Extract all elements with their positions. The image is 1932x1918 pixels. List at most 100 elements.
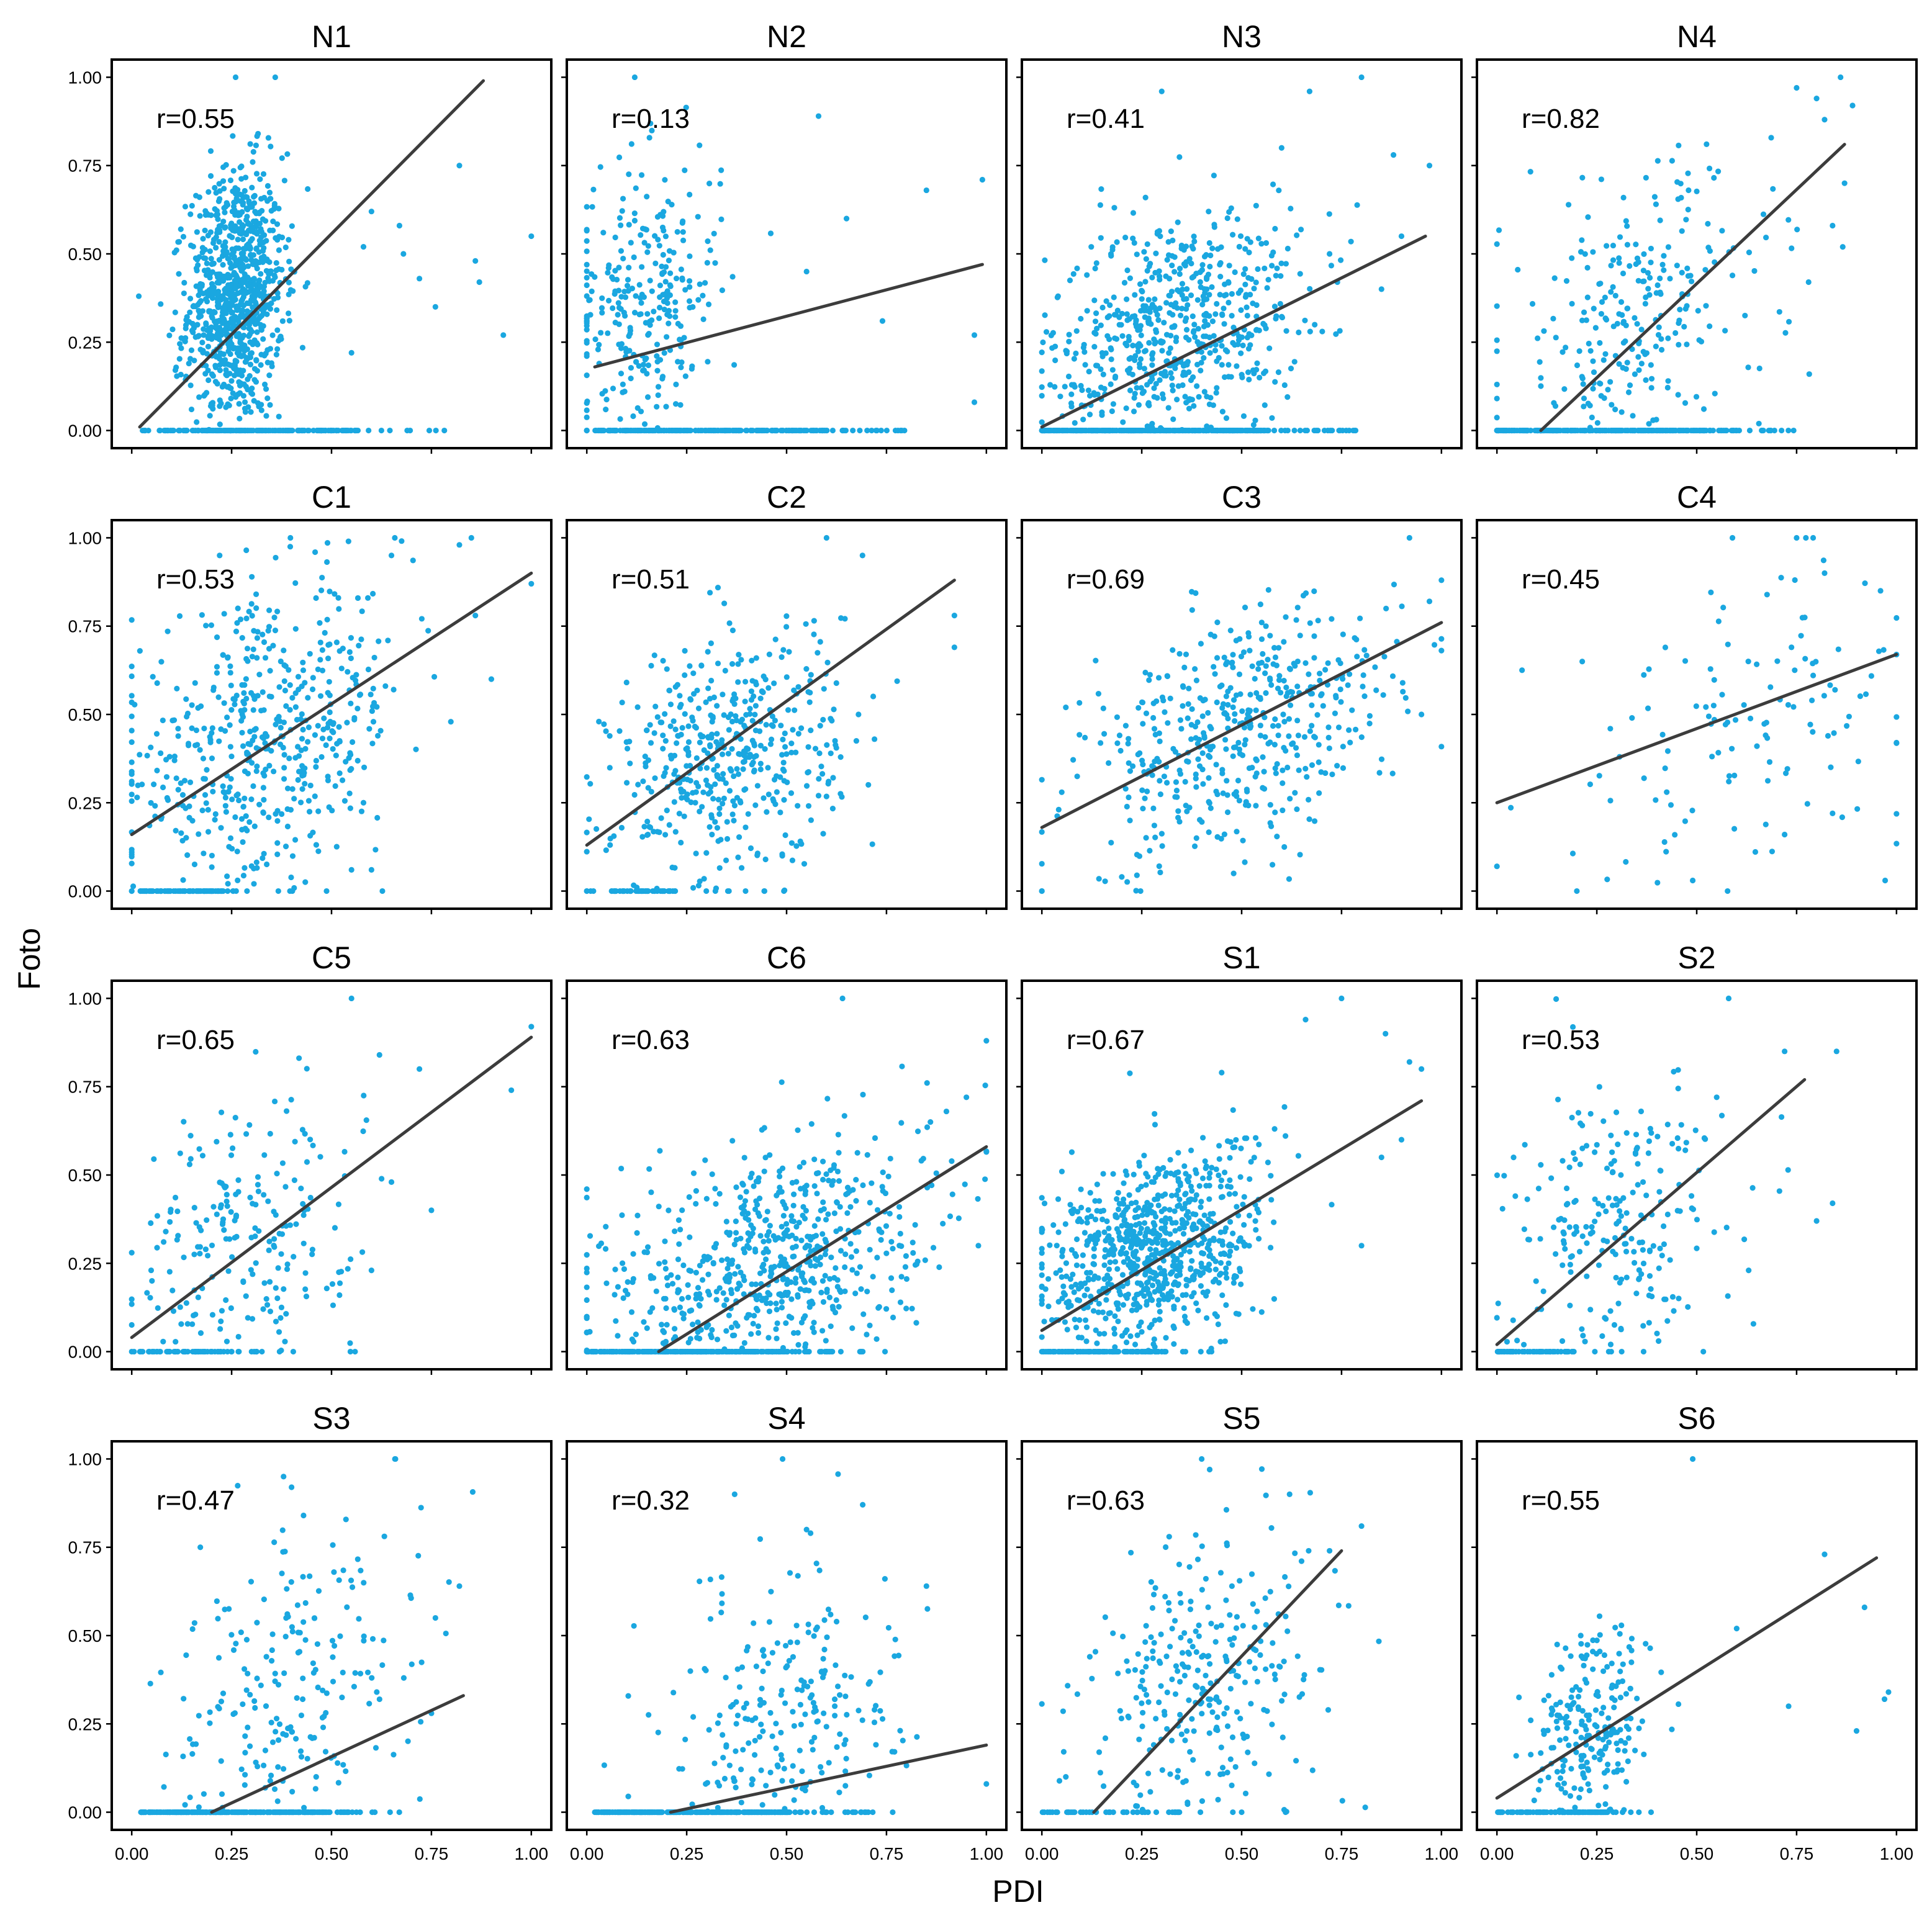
data-point xyxy=(209,852,215,859)
regression-line xyxy=(1040,235,1427,429)
data-point xyxy=(1345,682,1351,688)
data-point xyxy=(865,781,872,788)
data-point xyxy=(699,804,705,810)
data-point xyxy=(1214,834,1221,840)
data-point xyxy=(201,850,207,857)
data-point xyxy=(227,744,233,750)
panel-n2: N2r=0.13 xyxy=(561,19,1008,454)
data-point xyxy=(276,205,282,212)
data-point xyxy=(1211,333,1217,339)
data-point xyxy=(1383,605,1389,611)
data-point xyxy=(327,692,333,698)
data-point xyxy=(750,759,756,765)
data-point xyxy=(274,346,281,352)
data-point xyxy=(292,755,299,761)
data-point xyxy=(1253,803,1259,809)
data-point xyxy=(371,654,377,661)
outlier-point xyxy=(432,304,438,310)
data-point xyxy=(1193,590,1199,597)
data-point xyxy=(1093,310,1099,317)
data-point xyxy=(735,854,741,860)
data-point xyxy=(1274,834,1280,840)
data-point xyxy=(611,833,617,839)
data-point xyxy=(199,250,205,256)
data-point xyxy=(1126,794,1132,801)
data-point xyxy=(659,213,666,219)
data-point xyxy=(1438,636,1445,642)
data-point xyxy=(239,341,245,348)
data-point xyxy=(1111,294,1117,300)
data-point xyxy=(1296,329,1302,336)
data-point xyxy=(252,209,258,215)
data-point xyxy=(243,547,250,554)
data-point xyxy=(692,427,698,434)
data-point xyxy=(129,768,135,775)
data-point xyxy=(1094,325,1100,331)
data-point xyxy=(1240,837,1246,844)
outlier-point xyxy=(488,676,495,682)
data-point xyxy=(668,755,675,762)
data-point xyxy=(1322,770,1329,777)
data-point xyxy=(1233,789,1239,795)
data-point xyxy=(1524,427,1531,434)
data-point xyxy=(731,773,737,780)
data-point xyxy=(1281,745,1287,751)
data-point xyxy=(1400,688,1406,695)
data-point xyxy=(1163,780,1170,786)
data-point xyxy=(246,300,253,307)
data-point xyxy=(284,785,291,791)
data-point xyxy=(205,829,212,835)
data-point xyxy=(803,621,809,627)
data-point xyxy=(269,332,276,338)
data-point xyxy=(816,776,822,782)
data-point xyxy=(1223,292,1229,298)
data-point xyxy=(1229,313,1235,319)
data-point xyxy=(1098,384,1104,390)
data-point xyxy=(1168,333,1174,339)
data-point xyxy=(1206,401,1212,407)
data-point xyxy=(1616,255,1622,261)
data-point xyxy=(1597,427,1604,434)
data-point xyxy=(883,427,890,434)
data-point xyxy=(261,194,268,201)
data-point xyxy=(207,229,214,235)
data-point xyxy=(724,819,730,825)
data-point xyxy=(738,865,745,871)
data-point xyxy=(1729,272,1736,279)
data-point xyxy=(711,230,717,236)
data-point xyxy=(1309,723,1315,729)
data-point xyxy=(1276,673,1283,679)
data-point xyxy=(273,267,279,274)
data-point xyxy=(1645,269,1651,276)
data-point xyxy=(686,298,693,304)
data-point xyxy=(1072,384,1078,390)
data-point xyxy=(1242,859,1248,865)
data-point xyxy=(1314,712,1320,718)
data-point xyxy=(348,700,354,706)
data-point xyxy=(205,189,212,195)
data-point xyxy=(1157,276,1163,283)
data-point xyxy=(1193,775,1199,781)
data-point xyxy=(172,367,179,373)
data-point xyxy=(1137,888,1144,894)
data-point xyxy=(1676,320,1682,326)
data-point xyxy=(1623,322,1629,328)
data-point xyxy=(154,680,160,687)
data-point xyxy=(243,615,250,622)
data-point xyxy=(317,693,324,699)
data-point xyxy=(1655,331,1662,338)
data-point xyxy=(1213,762,1219,768)
data-point xyxy=(743,712,749,718)
data-point xyxy=(217,350,224,356)
data-point xyxy=(1664,427,1670,434)
data-point xyxy=(1145,318,1152,325)
data-point xyxy=(184,313,190,320)
data-point xyxy=(706,742,713,749)
data-point xyxy=(1665,335,1671,341)
data-point xyxy=(1120,419,1126,425)
data-point xyxy=(1642,300,1648,307)
data-point xyxy=(249,654,256,660)
data-point xyxy=(246,819,253,826)
data-point xyxy=(232,199,239,205)
data-point xyxy=(1232,711,1238,717)
